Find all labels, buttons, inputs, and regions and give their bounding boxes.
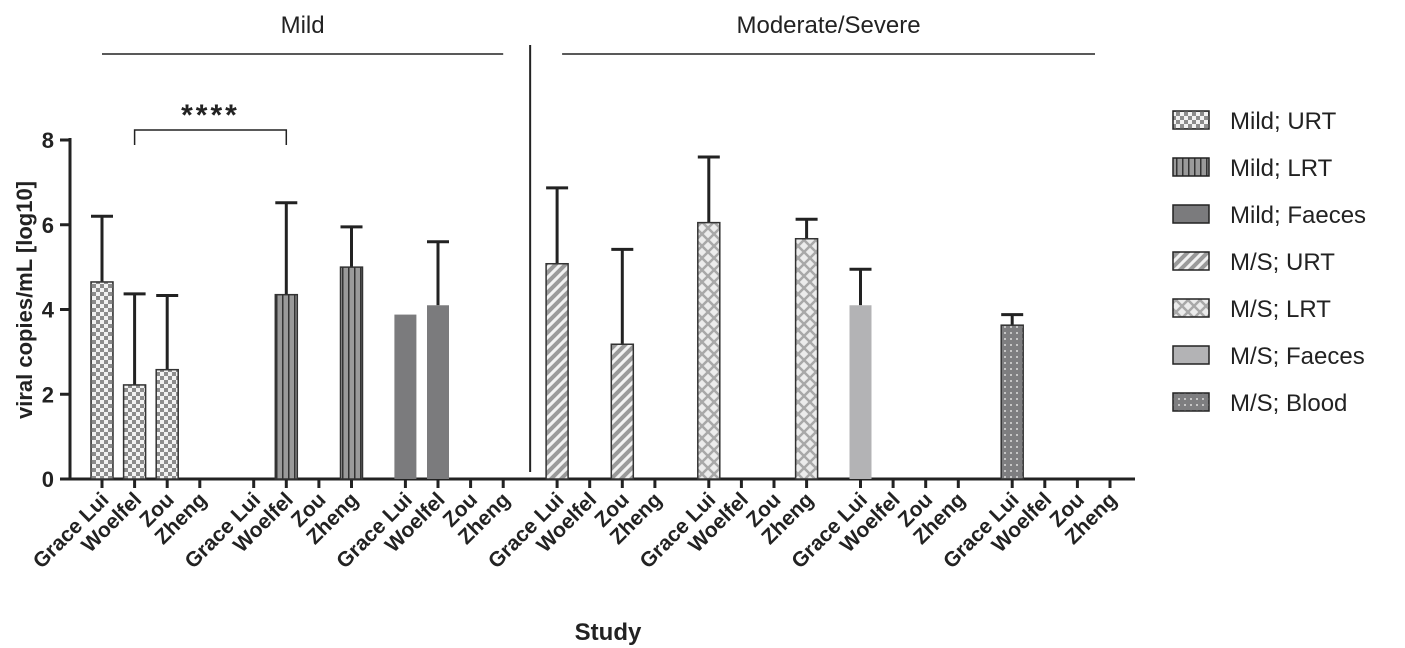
panel-title: Mild: [281, 12, 325, 39]
y-axis-label: viral copies/mL [log10]: [12, 181, 37, 419]
legend-label: Mild; URT: [1230, 108, 1337, 135]
error-bar: [340, 225, 363, 268]
panel-title: Moderate/Severe: [736, 12, 920, 39]
bar: [610, 343, 635, 480]
legend-label: M/S; Faeces: [1230, 343, 1365, 370]
error-bar: [275, 201, 298, 295]
bar: [849, 305, 872, 479]
legend-label: Mild; LRT: [1230, 155, 1333, 182]
legend-swatch: [1172, 204, 1210, 224]
x-axis-label: Study: [575, 619, 642, 646]
legend-label: M/S; LRT: [1230, 296, 1331, 323]
bar: [545, 262, 569, 480]
bar: [90, 281, 114, 480]
legend-label: M/S; Blood: [1230, 390, 1347, 417]
legend-swatch: [1172, 298, 1210, 318]
legend-label: Mild; Faeces: [1230, 202, 1366, 229]
legend-swatch: [1172, 251, 1210, 271]
legend-swatch: [1172, 345, 1210, 365]
bar: [1000, 324, 1024, 480]
bar: [427, 305, 449, 479]
bar: [339, 266, 364, 480]
error-bar: [697, 155, 720, 223]
bar: [697, 221, 721, 480]
bar: [794, 237, 819, 480]
y-tick-label: 2: [42, 382, 54, 407]
error-bar: [427, 240, 449, 306]
error-bar: [1001, 313, 1024, 326]
error-bar: [156, 294, 179, 370]
legend-swatch: [1172, 157, 1210, 177]
bar: [394, 314, 417, 479]
error-bar: [91, 214, 113, 282]
bar: [155, 368, 179, 480]
y-tick-label: 6: [42, 213, 54, 238]
legend-swatch: [1172, 110, 1210, 130]
legend-label: M/S; URT: [1230, 249, 1335, 276]
y-tick-label: 4: [42, 298, 55, 323]
bar: [274, 293, 299, 480]
error-bar: [849, 267, 872, 306]
y-tick-label: 8: [42, 128, 54, 153]
significance-label: ****: [181, 99, 240, 132]
legend-swatch: [1172, 392, 1210, 412]
error-bar: [123, 292, 146, 385]
error-bar: [611, 247, 634, 345]
y-tick-label: 0: [42, 467, 54, 492]
significance-bracket: [133, 129, 288, 145]
bar: [122, 384, 147, 480]
error-bar: [795, 217, 818, 239]
error-bar: [546, 186, 569, 264]
